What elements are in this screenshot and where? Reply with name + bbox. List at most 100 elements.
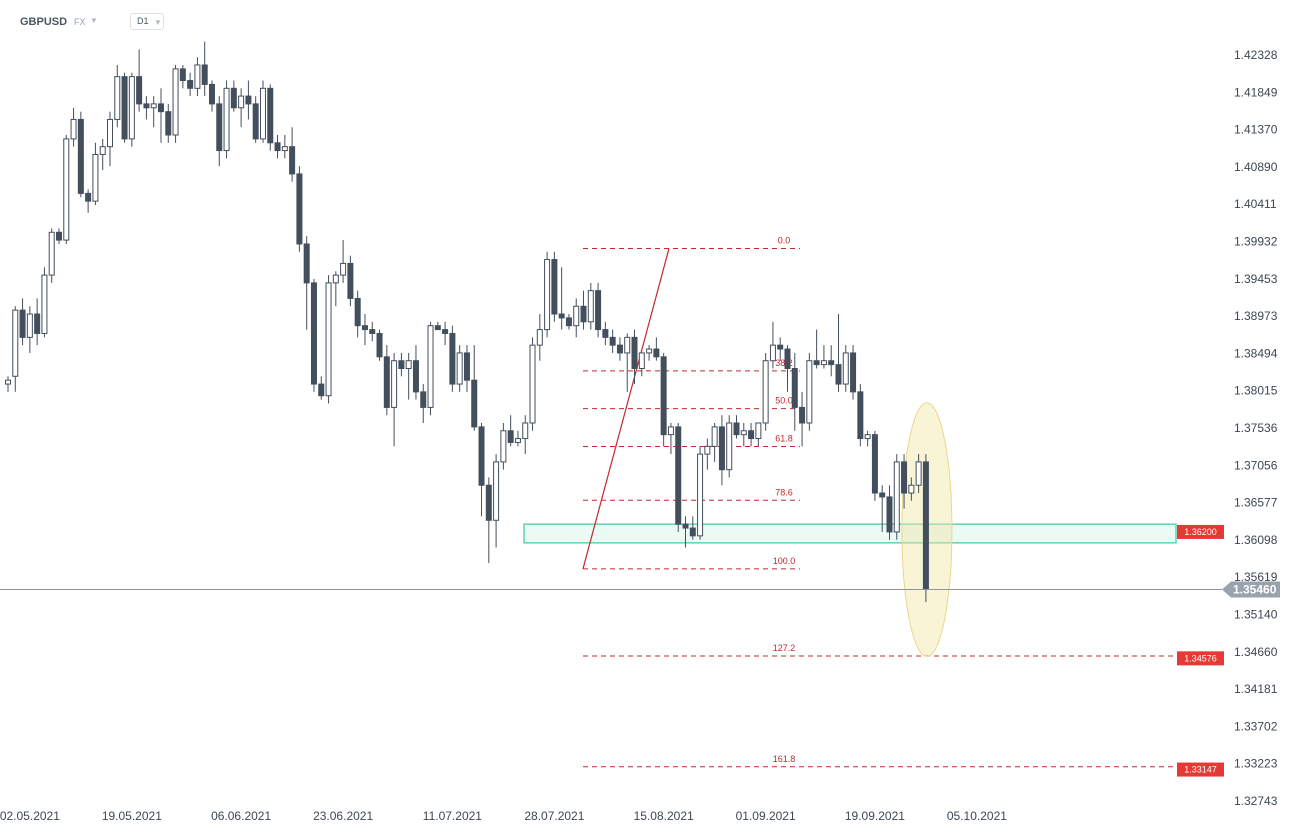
price-tag-box <box>1177 524 1224 539</box>
candle-body <box>850 352 857 393</box>
candle-body <box>354 297 361 327</box>
candle-body <box>128 76 135 140</box>
fib-level-label: 100.0 <box>773 556 796 566</box>
candle-body <box>114 76 121 120</box>
candle-body <box>427 325 434 408</box>
candle-body <box>893 461 900 533</box>
candle-body <box>19 309 26 338</box>
candle-body <box>901 461 908 494</box>
x-tick-label: 05.10.2021 <box>947 809 1007 823</box>
fib-level-label: 38.2 <box>775 358 793 368</box>
candle-body <box>26 313 33 338</box>
market-label: FX <box>74 17 86 27</box>
candle-body <box>194 64 201 89</box>
candle-body <box>442 329 449 334</box>
y-tick-label: 1.35140 <box>1234 607 1278 621</box>
candle-body <box>172 68 179 136</box>
candle-body <box>748 430 755 440</box>
chart-toolbar: GBPUSD FX ▼ D1 ▼ <box>0 0 1293 40</box>
x-tick-label: 02.05.2021 <box>0 809 60 823</box>
candle-body <box>813 360 820 366</box>
candle-body <box>245 95 252 105</box>
candle-body <box>136 76 143 105</box>
fib-level-label: 161.8 <box>773 754 796 764</box>
y-tick-label: 1.38494 <box>1234 346 1278 360</box>
candle-body <box>879 492 886 498</box>
candle-body <box>595 290 602 331</box>
candle-body <box>624 336 631 354</box>
candle-body <box>274 142 281 152</box>
candle-body <box>405 360 412 369</box>
candle-body <box>12 309 19 377</box>
candle-body <box>471 379 478 428</box>
candle-body <box>689 527 696 537</box>
candle-body <box>806 360 813 424</box>
candle-body <box>609 336 616 346</box>
y-tick-label: 1.36098 <box>1234 533 1278 547</box>
fib-trend-line <box>582 248 670 569</box>
current-price-tag <box>1222 581 1280 598</box>
candle-body <box>733 422 740 436</box>
candle-body <box>638 352 645 369</box>
candle-body <box>740 430 747 436</box>
candle-body <box>121 76 128 140</box>
candle-body <box>602 329 609 338</box>
candle-body <box>667 426 674 436</box>
candle-body <box>551 259 558 315</box>
y-tick-label: 1.33702 <box>1234 719 1278 733</box>
symbol-label[interactable]: GBPUSD <box>20 16 68 28</box>
candle-body <box>318 383 325 397</box>
candle-body <box>55 231 62 241</box>
y-tick-label: 1.35619 <box>1234 570 1278 584</box>
candle-body <box>653 348 660 358</box>
x-tick-label: 23.06.2021 <box>313 809 373 823</box>
candle-body <box>296 173 303 245</box>
candle-body <box>259 87 266 140</box>
y-tick-label: 1.34181 <box>1234 682 1278 696</box>
candle-body <box>587 290 594 323</box>
candle-body <box>507 430 514 443</box>
y-tick-label: 1.42328 <box>1234 48 1278 62</box>
candle-body <box>456 352 463 385</box>
candle-body <box>238 95 245 109</box>
candle-body <box>281 146 288 152</box>
candle-body <box>777 344 784 350</box>
x-tick-label: 06.06.2021 <box>211 809 271 823</box>
candle-body <box>522 422 529 440</box>
price-tag-label: 1.34576 <box>1184 653 1217 663</box>
candle-body <box>915 461 922 486</box>
y-tick-label: 1.37536 <box>1234 421 1278 435</box>
x-tick-label: 19.05.2021 <box>102 809 162 823</box>
x-tick-label: 15.08.2021 <box>634 809 694 823</box>
fib-level-label: 78.6 <box>775 487 793 497</box>
candle-body <box>230 87 237 109</box>
candle-body <box>369 329 376 334</box>
candle-body <box>41 274 48 334</box>
candle-body <box>216 103 223 152</box>
candle-body <box>857 391 864 440</box>
y-tick-label: 1.38015 <box>1234 384 1278 398</box>
candle-body <box>536 329 543 346</box>
y-tick-label: 1.36577 <box>1234 496 1278 510</box>
candle-body <box>383 356 390 408</box>
timeframe-select[interactable]: D1 ▼ <box>130 13 164 30</box>
y-tick-label: 1.37056 <box>1234 458 1278 472</box>
candle-body <box>420 391 427 408</box>
candle-body <box>310 282 317 385</box>
candle-body <box>631 336 638 369</box>
y-tick-label: 1.34660 <box>1234 645 1278 659</box>
candle-body <box>493 461 500 521</box>
candle-body <box>412 360 419 393</box>
market-chevron-down-icon[interactable]: ▼ <box>90 16 98 25</box>
candle-body <box>908 484 915 494</box>
candle-body <box>106 118 113 148</box>
candle-body <box>85 192 92 202</box>
candle-body <box>922 461 929 591</box>
candle-body <box>34 313 41 334</box>
candle-body <box>376 332 383 358</box>
candle-body <box>485 484 492 521</box>
candle-body <box>340 262 347 276</box>
candle-body <box>325 282 332 397</box>
candle-body <box>143 103 150 109</box>
